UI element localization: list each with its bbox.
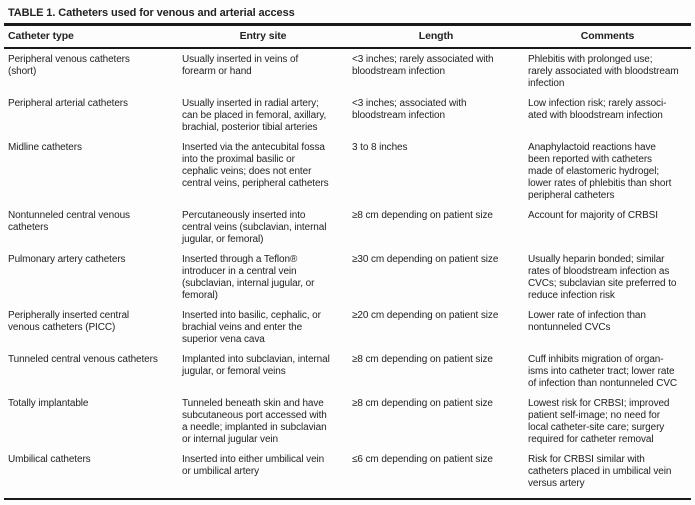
- catheter-type-cell: Tunneled central venous catheters: [8, 354, 158, 365]
- comments-cell: Risk for CRBSI similar with catheters pl…: [528, 454, 672, 489]
- comments-cell: Cuff inhibits migration of organ- isms i…: [528, 354, 678, 389]
- entry-site-cell: Inserted via the antecubital fossa into …: [182, 142, 329, 189]
- catheter-type-cell: Totally implantable: [8, 398, 89, 409]
- length-cell: ≤6 cm depending on patient size: [352, 454, 493, 465]
- entry-site-cell: Implanted into subclavian, internal jugu…: [182, 354, 330, 377]
- entry-site-cell: Inserted through a Teflon® introducer in…: [182, 254, 315, 301]
- comments-cell: Anaphylactoid reactions have been report…: [528, 142, 672, 201]
- length-cell: <3 inches; associated with bloodstream i…: [352, 98, 467, 121]
- table-row-umbilical: Umbilical catheters Inserted into either…: [4, 454, 691, 499]
- catheter-type-cell: Peripheral venous catheters (short): [8, 54, 130, 77]
- length-cell: ≥8 cm depending on patient size: [352, 210, 493, 221]
- catheter-type-cell: Pulmonary artery catheters: [8, 254, 126, 265]
- table-row-totally-implantable: Totally implantable Tunneled beneath ski…: [4, 398, 691, 454]
- comments-cell: Usually heparin bonded; similar rates of…: [528, 254, 677, 301]
- length-cell: 3 to 8 inches: [352, 142, 408, 153]
- table-row-peripheral-venous: Peripheral venous catheters (short) Usua…: [4, 48, 691, 98]
- table-row-midline: Midline catheters Inserted via the antec…: [4, 142, 691, 210]
- column-header-length: Length: [348, 23, 524, 49]
- comments-cell: Lower rate of infection than nontunneled…: [528, 310, 646, 333]
- entry-site-cell: Usually inserted in radial artery; can b…: [182, 98, 327, 133]
- entry-site-cell: Inserted into basilic, cephalic, or brac…: [182, 310, 321, 345]
- table-row-tunneled-cvc: Tunneled central venous catheters Implan…: [4, 354, 691, 398]
- header-row: Catheter type Entry site Length Comments: [4, 23, 691, 49]
- length-cell: ≥30 cm depending on patient size: [352, 254, 499, 265]
- column-header-catheter-type: Catheter type: [4, 23, 178, 49]
- table-row-nontunneled-cvc: Nontunneled central venous catheters Per…: [4, 210, 691, 254]
- entry-site-cell: Usually inserted in veins of forearm or …: [182, 54, 299, 77]
- column-header-entry-site: Entry site: [178, 23, 348, 49]
- table-row-pulmonary-artery: Pulmonary artery catheters Inserted thro…: [4, 254, 691, 310]
- catheter-type-cell: Nontunneled central venous catheters: [8, 210, 130, 233]
- entry-site-cell: Inserted into either umbilical vein or u…: [182, 454, 325, 477]
- catheter-type-cell: Midline catheters: [8, 142, 82, 153]
- table-title: TABLE 1. Catheters used for venous and a…: [8, 7, 295, 19]
- table-row-picc: Peripherally inserted central venous cat…: [4, 310, 691, 354]
- comments-cell: Phlebitis with prolonged use; rarely ass…: [528, 54, 679, 89]
- entry-site-cell: Percutaneously inserted into central vei…: [182, 210, 327, 245]
- length-cell: ≥20 cm depending on patient size: [352, 310, 499, 321]
- comments-cell: Low infection risk; rarely associ- ated …: [528, 98, 667, 121]
- entry-site-cell: Tunneled beneath skin and have subcutane…: [182, 398, 327, 445]
- comments-cell: Account for majority of CRBSI: [528, 210, 658, 221]
- catheter-type-cell: Peripheral arterial catheters: [8, 98, 128, 109]
- length-cell: ≥8 cm depending on patient size: [352, 398, 493, 409]
- length-cell: ≥8 cm depending on patient size: [352, 354, 493, 365]
- length-cell: <3 inches; rarely associated with bloods…: [352, 54, 494, 77]
- table-row-peripheral-arterial: Peripheral arterial catheters Usually in…: [4, 98, 691, 142]
- column-header-comments: Comments: [524, 23, 691, 49]
- catheter-table: Catheter type Entry site Length Comments…: [4, 23, 691, 500]
- catheter-type-cell: Umbilical catheters: [8, 454, 91, 465]
- catheter-type-cell: Peripherally inserted central venous cat…: [8, 310, 130, 333]
- comments-cell: Lowest risk for CRBSI; improved patient …: [528, 398, 670, 445]
